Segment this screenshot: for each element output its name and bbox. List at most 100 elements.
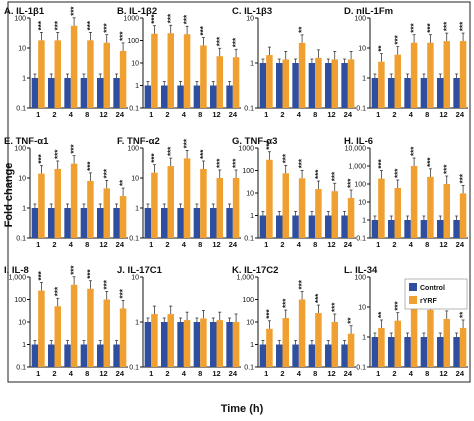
bar-ryrf [119, 196, 127, 238]
bar-control [64, 208, 71, 238]
bar-ryrf [427, 42, 434, 108]
significance-label: *** [37, 20, 46, 30]
x-tick-label: 4 [69, 110, 74, 119]
y-tick-label: 10 [131, 176, 139, 183]
bar-control [210, 85, 217, 108]
x-tick-label: 2 [280, 369, 284, 378]
bar-ryrf [282, 173, 289, 238]
x-tick-label: 8 [85, 240, 89, 249]
bar-ryrf [459, 193, 467, 238]
bar-ryrf [378, 61, 385, 108]
bar-ryrf [183, 158, 191, 238]
y-tick-label: 10 [18, 176, 26, 183]
x-tick-label: 1 [376, 369, 380, 378]
x-tick-label: 2 [52, 369, 56, 378]
bar-control [371, 220, 379, 238]
bar-ryrf [394, 54, 401, 108]
significance-label: *** [53, 20, 62, 30]
bar-ryrf [216, 56, 223, 108]
bar-ryrf [38, 290, 45, 367]
bar-ryrf [347, 197, 355, 238]
bar-control [437, 337, 444, 367]
bar-ryrf [266, 55, 273, 108]
bar-control [437, 220, 444, 238]
x-tick-label: 12 [439, 369, 447, 378]
y-tick-label: 1 [362, 76, 366, 83]
bar-control [420, 220, 428, 238]
y-tick-label: 10 [246, 320, 254, 327]
panel-9: I. IL-8 0.1 1 10 100 1,000 *** 1 *** 2 *** 4 *** 8 ***… [4, 265, 128, 378]
significance-label: *** [199, 149, 208, 159]
bar-ryrf [394, 320, 401, 367]
y-tick-label: 1 [250, 213, 254, 220]
x-tick-label: 2 [165, 110, 169, 119]
bar-control [177, 322, 184, 367]
y-tick-label: 1 [22, 206, 26, 213]
x-tick-label: 2 [165, 240, 169, 249]
legend-label-ryrf: rYRF [420, 298, 437, 305]
bar-control [97, 208, 104, 238]
bar-control [404, 78, 411, 108]
x-tick-label: 12 [99, 369, 107, 378]
bar-control [113, 344, 120, 367]
x-tick-label: 12 [99, 240, 107, 249]
x-tick-label: 12 [327, 110, 335, 119]
significance-label: *** [459, 21, 468, 31]
bar-control [210, 322, 217, 367]
y-tick-label: 0.1 [356, 365, 366, 372]
x-tick-label: 2 [52, 240, 56, 249]
bar-ryrf [103, 188, 110, 238]
x-tick-label: 24 [456, 369, 465, 378]
x-tick-label: 8 [313, 240, 317, 249]
y-tick-label: 1,000 [348, 164, 366, 171]
x-tick-label: 12 [212, 369, 220, 378]
bar-control [144, 85, 152, 108]
significance-label: *** [281, 153, 290, 163]
x-tick-label: 2 [392, 240, 396, 249]
bar-ryrf [167, 33, 174, 109]
bar-ryrf [183, 320, 191, 367]
bar-control [113, 208, 120, 238]
bar-ryrf [167, 314, 174, 367]
bar-control [210, 208, 217, 238]
bar-control [371, 337, 379, 367]
significance-label: *** [183, 14, 192, 24]
bar-ryrf [331, 59, 338, 108]
x-tick-label: 12 [327, 240, 335, 249]
bar-ryrf [266, 159, 273, 238]
bar-ryrf [103, 299, 110, 367]
bar-control [420, 337, 428, 367]
bar-control [31, 344, 39, 367]
y-tick-label: 1 [22, 342, 26, 349]
x-tick-label: 4 [409, 240, 414, 249]
significance-label: ** [298, 26, 307, 33]
bar-ryrf [119, 50, 127, 108]
bar-ryrf [70, 25, 78, 108]
x-tick-label: 4 [409, 110, 414, 119]
bar-control [226, 208, 233, 238]
x-axis-title: Time (h) [221, 403, 264, 415]
bar-ryrf [410, 301, 418, 367]
bar-ryrf [282, 318, 289, 367]
y-tick-label: 1000 [123, 16, 139, 23]
bar-control [80, 78, 88, 108]
significance-label: *** [426, 157, 435, 167]
x-tick-label: 1 [264, 369, 268, 378]
legend-swatch-ryrf [409, 296, 417, 304]
x-tick-label: 4 [69, 369, 74, 378]
significance-label: *** [215, 36, 224, 46]
significance-label: *** [393, 300, 402, 310]
x-tick-label: 24 [344, 110, 353, 119]
y-tick-label: 10 [358, 305, 366, 312]
bar-control [97, 78, 104, 108]
bar-ryrf [183, 34, 191, 108]
significance-label: *** [459, 173, 468, 183]
x-tick-label: 1 [149, 110, 153, 119]
y-tick-label: 10,000 [345, 146, 367, 153]
bar-control [437, 78, 444, 108]
significance-label: *** [232, 37, 241, 47]
x-tick-label: 4 [297, 369, 302, 378]
